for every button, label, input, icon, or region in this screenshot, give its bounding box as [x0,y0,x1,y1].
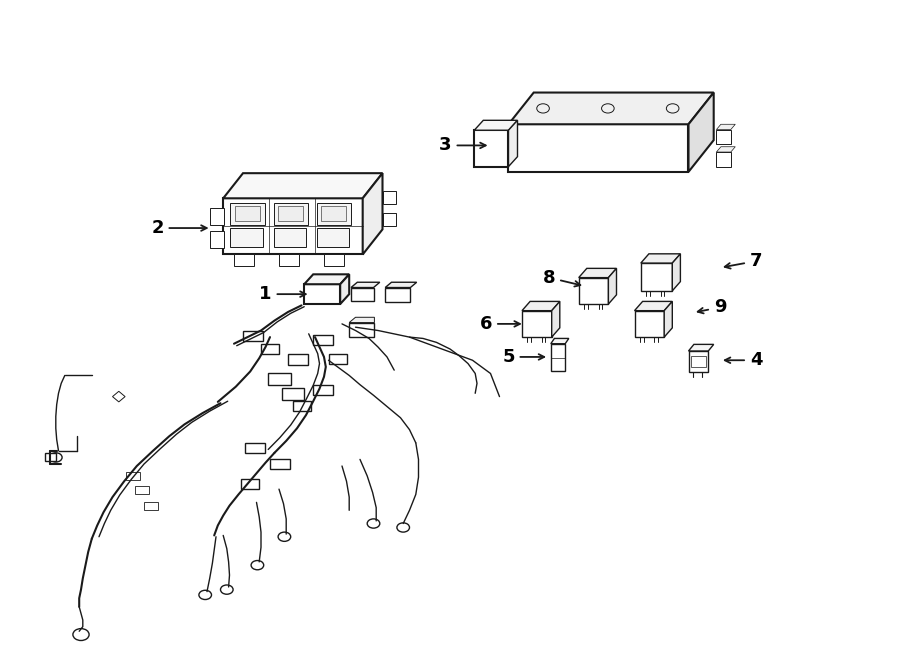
Polygon shape [474,120,518,130]
Polygon shape [223,173,382,198]
Polygon shape [716,124,735,130]
Polygon shape [349,317,374,323]
Bar [261,344,279,354]
Polygon shape [508,120,518,167]
Bar [474,130,508,167]
Polygon shape [340,274,349,304]
Bar [230,203,265,225]
Bar [282,388,304,400]
Polygon shape [508,93,714,124]
Text: 5: 5 [502,348,544,366]
Polygon shape [641,254,680,263]
Polygon shape [672,254,680,291]
Bar [241,479,259,489]
Bar [274,228,306,247]
Polygon shape [363,173,382,254]
Polygon shape [112,391,125,402]
Bar [508,124,688,172]
Bar [274,203,308,225]
Text: 2: 2 [151,219,207,237]
Bar [230,228,263,247]
Bar [351,288,374,301]
Bar [270,459,290,469]
Bar [234,254,254,266]
Text: 6: 6 [480,315,520,333]
Polygon shape [385,282,417,288]
Bar [288,354,308,365]
Bar [317,203,351,225]
Bar [313,335,333,345]
Text: 8: 8 [543,268,580,287]
Polygon shape [608,268,617,304]
Polygon shape [235,206,260,221]
Bar [243,330,263,341]
Polygon shape [579,268,617,278]
Text: 4: 4 [724,351,762,369]
Bar [328,354,346,364]
Bar [382,191,396,204]
Polygon shape [278,206,303,221]
Bar [634,311,664,337]
Polygon shape [664,301,672,337]
Polygon shape [634,301,672,311]
Polygon shape [552,301,560,337]
Text: 7: 7 [724,252,762,270]
Bar [691,356,706,367]
Bar [522,311,552,337]
Bar [126,472,140,480]
Polygon shape [321,206,347,221]
Polygon shape [716,147,735,152]
Polygon shape [551,338,569,344]
Bar [382,213,396,226]
Bar [579,278,608,304]
Bar [223,198,363,254]
Text: 3: 3 [439,136,486,155]
Bar [135,486,149,494]
Bar [304,284,340,304]
Bar [349,323,374,337]
Bar [641,263,672,291]
Bar [210,231,224,248]
Polygon shape [688,93,714,172]
Bar [716,130,731,144]
Text: 9: 9 [698,298,726,317]
Bar [317,228,349,247]
Polygon shape [688,344,714,351]
Polygon shape [304,274,349,284]
Bar [210,208,224,225]
Bar [551,344,565,371]
Bar [144,502,158,510]
Polygon shape [351,282,380,288]
Text: 1: 1 [259,285,306,303]
Bar [245,443,265,453]
Bar [45,453,56,461]
Bar [688,351,708,372]
Bar [385,288,410,302]
Bar [313,385,333,395]
Bar [324,254,344,266]
Bar [279,254,299,266]
Bar [292,401,310,411]
Bar [716,152,731,167]
Bar [268,373,291,385]
Polygon shape [522,301,560,311]
